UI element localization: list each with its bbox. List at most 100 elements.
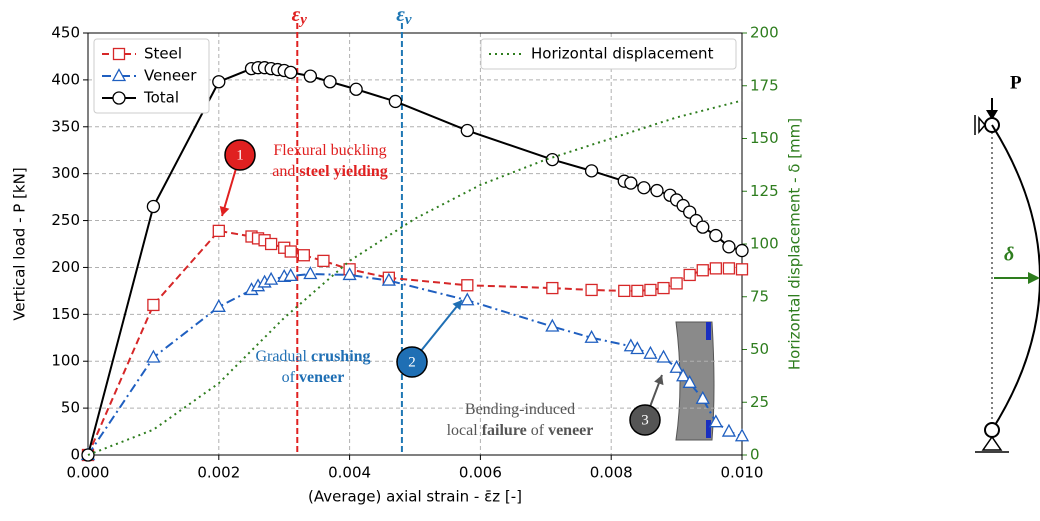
data-point xyxy=(586,284,597,295)
data-point xyxy=(645,284,656,295)
annotation-number: 3 xyxy=(641,412,649,428)
legend-label: Steel xyxy=(144,45,182,63)
strain-label: εv xyxy=(396,2,412,29)
annotation-text: and steel yielding xyxy=(272,163,388,180)
y2-tick-label: 175 xyxy=(750,76,779,94)
data-point xyxy=(318,255,329,266)
y-tick-label: 200 xyxy=(51,258,80,276)
data-point xyxy=(147,200,159,212)
data-point xyxy=(651,185,663,197)
x-tick-label: 0.008 xyxy=(590,464,633,482)
annotation-span: veneer xyxy=(299,369,344,386)
data-point xyxy=(324,76,336,88)
data-point xyxy=(547,283,558,294)
annotation-arrowhead xyxy=(220,206,230,216)
y-tick-label: 150 xyxy=(51,305,80,323)
data-point xyxy=(304,268,316,279)
legend-marker xyxy=(113,92,125,104)
data-point xyxy=(658,283,669,294)
data-point xyxy=(671,278,682,289)
annotation-span: failure xyxy=(482,422,527,439)
x-tick-label: 0.004 xyxy=(328,464,371,482)
data-point xyxy=(586,165,598,177)
y-tick-label: 350 xyxy=(51,117,80,135)
data-point xyxy=(736,430,748,441)
y-tick-label: 400 xyxy=(51,70,80,88)
x-tick-label: 0.000 xyxy=(67,464,110,482)
annotation-number: 1 xyxy=(236,147,244,163)
data-point xyxy=(350,83,362,95)
legend-marker xyxy=(114,49,125,60)
legend-label: Veneer xyxy=(144,67,197,85)
data-point xyxy=(638,182,650,194)
data-point xyxy=(213,225,224,236)
y2-tick-label: 0 xyxy=(750,446,760,464)
annotation-span: of xyxy=(527,422,548,439)
y2-tick-label: 150 xyxy=(750,129,779,147)
x-axis-label: (Average) axial strain - ε̄z [-] xyxy=(308,488,522,506)
data-point xyxy=(736,245,748,257)
data-point xyxy=(644,347,656,358)
legend-label: Horizontal displacement xyxy=(531,45,714,63)
y2-tick-label: 125 xyxy=(750,182,779,200)
y2-tick-label: 200 xyxy=(750,24,779,42)
bottom-pin xyxy=(985,423,999,437)
annotation-span: steel yielding xyxy=(299,163,387,180)
fe-detail xyxy=(706,420,711,438)
annotation-span: veneer xyxy=(548,422,593,439)
data-point xyxy=(723,425,735,436)
y2-tick-label: 50 xyxy=(750,340,769,358)
strain-subscript: v xyxy=(405,12,412,28)
data-point xyxy=(723,241,735,253)
data-point xyxy=(147,351,159,362)
annotation-span: Gradual xyxy=(255,348,311,365)
data-point xyxy=(710,263,721,274)
annotation-span: Flexural buckling xyxy=(273,142,386,159)
data-point xyxy=(285,66,297,78)
data-point xyxy=(619,285,630,296)
displacement-label: δ xyxy=(1004,244,1014,266)
data-point xyxy=(462,280,473,291)
annotation-span: crushing xyxy=(311,348,371,365)
y-tick-label: 100 xyxy=(51,352,80,370)
data-point xyxy=(213,76,225,88)
load-label: P xyxy=(1010,72,1022,93)
annotation-span: of xyxy=(282,369,299,386)
annotation-number: 2 xyxy=(408,354,416,370)
data-point xyxy=(697,265,708,276)
fe-detail xyxy=(706,322,711,340)
y-tick-label: 50 xyxy=(61,399,80,417)
y-tick-label: 300 xyxy=(51,164,80,182)
data-point xyxy=(298,250,309,261)
data-point xyxy=(304,70,316,82)
data-point xyxy=(285,246,296,257)
y2-tick-label: 100 xyxy=(750,235,779,253)
data-point xyxy=(461,294,473,305)
y-tick-label: 450 xyxy=(51,24,80,42)
x-tick-label: 0.002 xyxy=(197,464,240,482)
annotation-span: local xyxy=(447,422,482,439)
pin-support xyxy=(983,437,1001,450)
annotation-text: Flexural buckling xyxy=(273,142,386,159)
y2-tick-label: 25 xyxy=(750,393,769,411)
x-tick-label: 0.006 xyxy=(459,464,502,482)
data-point xyxy=(389,95,401,107)
annotation-text: Bending-induced xyxy=(465,401,575,418)
data-point xyxy=(737,264,748,275)
strain-label: εy xyxy=(292,2,308,29)
legend-label: Total xyxy=(143,89,179,107)
annotation-text: of veneer xyxy=(282,369,345,386)
y2-tick-label: 75 xyxy=(750,287,769,305)
data-point xyxy=(148,299,159,310)
data-point xyxy=(710,230,722,242)
figure: P δ 0.0000.0020.0040.0060.0080.010050100… xyxy=(0,0,1040,521)
x-tick-label: 0.010 xyxy=(721,464,764,482)
data-point xyxy=(684,269,695,280)
data-point xyxy=(697,221,709,233)
data-point xyxy=(266,239,277,250)
data-point xyxy=(546,320,558,331)
strain-subscript: y xyxy=(298,12,307,28)
y-tick-label: 0 xyxy=(70,446,80,464)
deflection-arrowhead xyxy=(1028,272,1040,284)
series-line xyxy=(88,68,742,455)
